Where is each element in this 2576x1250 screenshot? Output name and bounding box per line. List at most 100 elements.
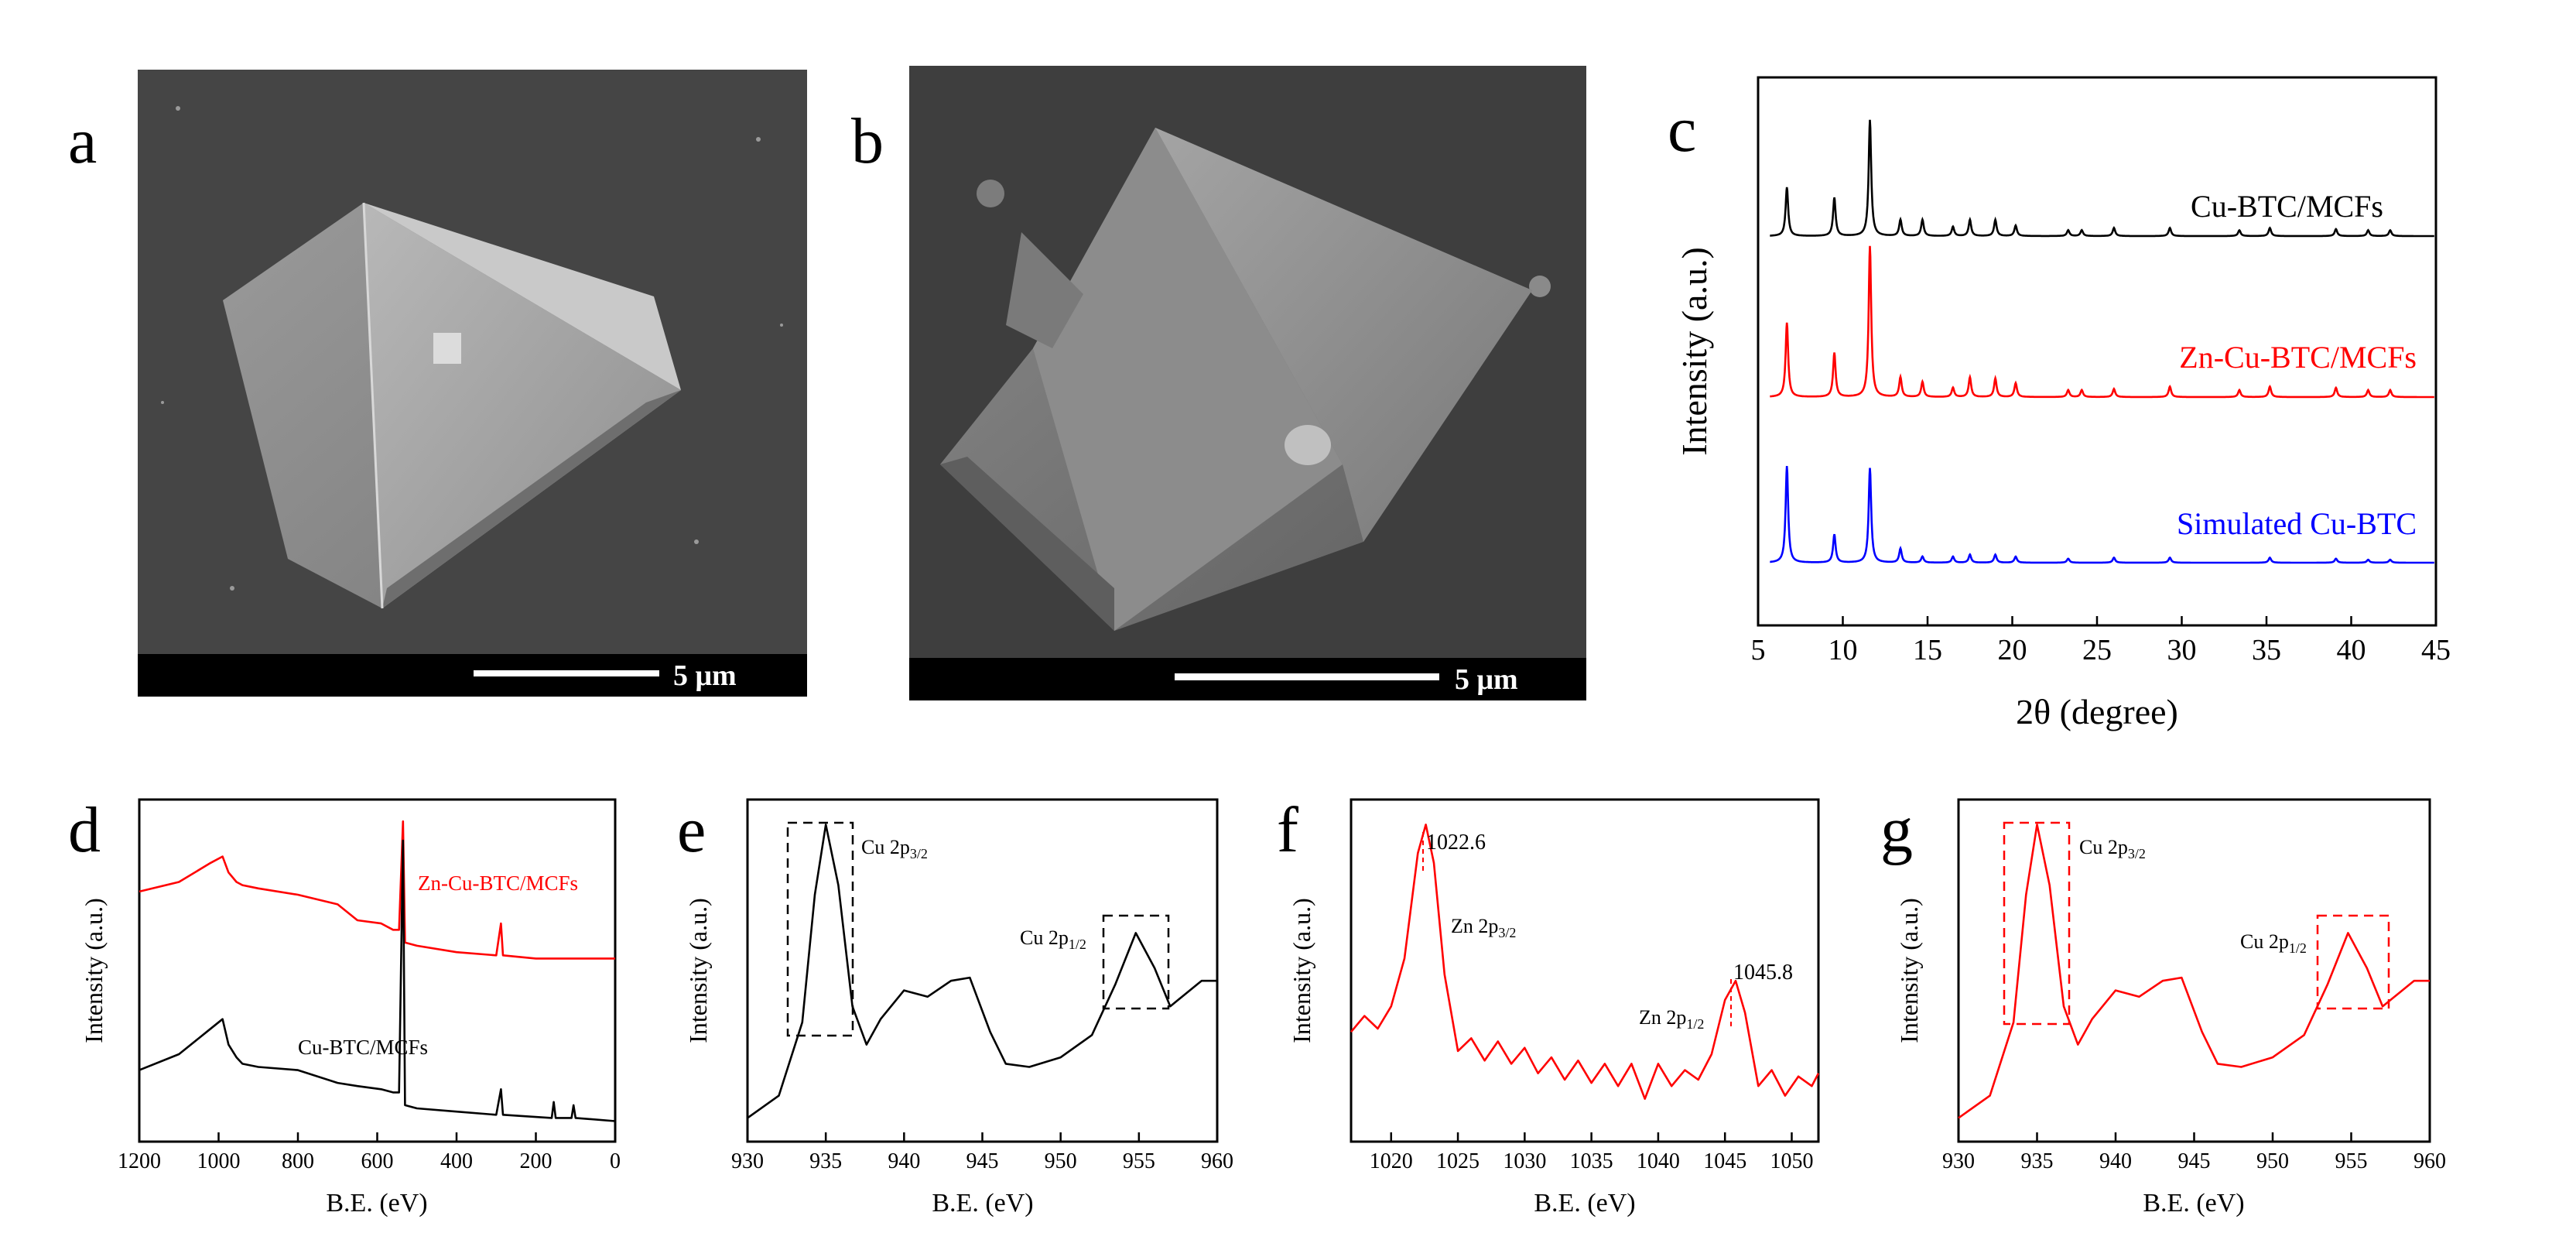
xrd-xtick-label-7: 40 — [2337, 634, 2366, 666]
panel-f-letter: f — [1277, 794, 1298, 866]
subscript: 3/2 — [1498, 925, 1516, 940]
cu2p-xticks: 930 935 940 945 950 955 960 — [731, 1132, 1233, 1173]
survey-xticks: 1200 1000 800 600 400 200 0 — [118, 1132, 621, 1173]
survey-xtick-label-1: 1000 — [197, 1149, 241, 1173]
cu2p-y-axis-title: Intensity (a.u.) — [684, 898, 712, 1043]
cu2p32-box — [786, 821, 854, 1037]
cu2p-red-xtick-label-3: 945 — [2178, 1149, 2211, 1173]
zn2p32-label: Zn 2p3/2 — [1451, 915, 1516, 940]
survey-series-0 — [139, 820, 615, 960]
zn2p-xtick-label-3: 1035 — [1570, 1149, 1613, 1173]
xrd-xtick-label-6: 35 — [2252, 634, 2281, 666]
xrd-series-label-2: Simulated Cu-BTC — [2177, 506, 2417, 541]
zn2p-xtick-label-2: 1030 — [1503, 1149, 1546, 1173]
panel-g: g 930 935 940 945 950 955 960 Cu 2p3/2 Cu 2p1/… — [1880, 794, 2446, 1217]
cu2p-series-0 — [747, 824, 1217, 1119]
cu2p12-text: Cu 2p — [1020, 926, 1069, 949]
cu2p-red-x-axis-title: B.E. (eV) — [2143, 1189, 2244, 1217]
panel-c: c 5 10 15 20 25 30 35 40 45 Cu-BTC/MCFs Zn-Cu-BT… — [1668, 76, 2451, 731]
survey-xtick-label-3: 600 — [361, 1149, 394, 1173]
cu2p-xtick-label-3: 945 — [966, 1149, 999, 1173]
survey-xtick-label-0: 1200 — [118, 1149, 161, 1173]
survey-series-layer — [139, 820, 616, 1122]
xrd-xtick-label-8: 45 — [2421, 634, 2451, 666]
survey-xtick-label-5: 200 — [520, 1149, 552, 1173]
survey-series-label-1: Cu-BTC/MCFs — [298, 1036, 428, 1059]
panel-b-letter: b — [851, 105, 884, 177]
xrd-y-axis-title: Intensity (a.u.) — [1675, 247, 1714, 456]
cu2p-xtick-label-1: 935 — [809, 1149, 842, 1173]
subscript: 3/2 — [910, 846, 928, 861]
cu2p32-label: Cu 2p3/2 — [861, 836, 928, 861]
cu2p-red-xtick-label-5: 955 — [2335, 1149, 2368, 1173]
panel-b: b 5 μm — [851, 66, 1586, 700]
xrd-series-label-1: Zn-Cu-BTC/MCFs — [2179, 340, 2417, 375]
subscript: 1/2 — [1069, 937, 1086, 952]
panel-g-letter: g — [1880, 794, 1913, 866]
zn2p-xtick-label-4: 1040 — [1637, 1149, 1680, 1173]
xrd-xtick-label-5: 30 — [2167, 634, 2197, 666]
subscript: 1/2 — [2289, 940, 2307, 956]
cu2p-red-xtick-label-0: 930 — [1942, 1149, 1975, 1173]
subscript: 1/2 — [1686, 1016, 1704, 1032]
cu2p-xtick-label-2: 940 — [888, 1149, 920, 1173]
zn-peak1-label: 1022.6 — [1426, 830, 1486, 854]
cu2p-red-y-axis-title: Intensity (a.u.) — [1895, 898, 1923, 1043]
panel-c-letter: c — [1668, 94, 1696, 166]
xrd-series-0 — [1770, 119, 2434, 238]
zn2p-xtick-label-5: 1045 — [1703, 1149, 1746, 1173]
plot-frame-f — [1350, 798, 1820, 1143]
cu2p-red-xtick-label-2: 940 — [2099, 1149, 2132, 1173]
cu2p32-red-box — [2003, 821, 2071, 1026]
zn2p-x-axis-title: B.E. (eV) — [1534, 1189, 1635, 1217]
panel-a-letter: a — [68, 105, 97, 177]
plot-frame-d — [138, 798, 617, 1143]
survey-series-label-0: Zn-Cu-BTC/MCFs — [418, 872, 578, 895]
cu2p12-red-text: Cu 2p — [2240, 930, 2289, 953]
cu2p12-label: Cu 2p1/2 — [1020, 926, 1086, 952]
subscript: 3/2 — [2128, 846, 2146, 861]
xrd-xtick-label-2: 15 — [1913, 634, 1942, 666]
xrd-xtick-label-3: 20 — [1998, 634, 2027, 666]
xrd-x-axis-title: 2θ (degree) — [2016, 692, 2178, 731]
zn-peak2-label: 1045.8 — [1733, 961, 1793, 985]
survey-xtick-label-4: 400 — [440, 1149, 473, 1173]
cu2p-red-series-0 — [1958, 824, 2430, 1119]
panel-e: e 930 935 940 945 950 955 960 Cu 2p3/2 Cu 2p1/… — [677, 794, 1233, 1217]
cu2p12-red-label: Cu 2p1/2 — [2240, 930, 2307, 956]
survey-xtick-label-6: 0 — [610, 1149, 621, 1173]
cu2p-series-layer — [747, 824, 1217, 1119]
cu2p12-box — [1102, 914, 1170, 1010]
cu2p-x-axis-title: B.E. (eV) — [932, 1189, 1033, 1217]
cu2p32-red-label: Cu 2p3/2 — [2079, 836, 2146, 861]
zn2p-y-axis-title: Intensity (a.u.) — [1288, 898, 1315, 1043]
cu2p32-text: Cu 2p — [861, 836, 910, 858]
xrd-xtick-label-1: 10 — [1829, 634, 1858, 666]
zn2p-xtick-label-6: 1050 — [1770, 1149, 1813, 1173]
cu2p-red-xtick-label-6: 960 — [2414, 1149, 2446, 1173]
cu2p-xtick-label-6: 960 — [1201, 1149, 1233, 1173]
scale-bar-label-a: 5 μm — [673, 659, 737, 692]
xrd-series-2 — [1770, 466, 2434, 564]
zn2p32-text: Zn 2p — [1451, 915, 1498, 937]
xrd-series-label-0: Cu-BTC/MCFs — [2191, 189, 2383, 224]
zn2p12-text: Zn 2p — [1639, 1006, 1686, 1029]
zn2p-xtick-label-0: 1020 — [1370, 1149, 1413, 1173]
xrd-xtick-label-4: 25 — [2082, 634, 2112, 666]
survey-y-axis-title: Intensity (a.u.) — [80, 898, 108, 1043]
panel-a: a 5 μm — [68, 70, 807, 697]
cu2p-red-xtick-label-4: 950 — [2256, 1149, 2289, 1173]
plot-frame-e — [746, 798, 1219, 1143]
cu2p-xtick-label-4: 950 — [1045, 1149, 1077, 1173]
survey-x-axis-title: B.E. (eV) — [326, 1189, 427, 1217]
plot-frame-g — [1957, 798, 2431, 1143]
survey-series-1 — [139, 839, 616, 1122]
survey-xtick-label-2: 800 — [282, 1149, 314, 1173]
zn2p-series-0 — [1350, 824, 1820, 1100]
sem-image-a — [138, 70, 807, 697]
zn2p12-label: Zn 2p1/2 — [1639, 1006, 1704, 1032]
panel-d-letter: d — [68, 794, 101, 866]
panel-f: f 1020 1025 1030 1035 1040 1045 1050 1022.6 Zn… — [1277, 794, 1820, 1217]
scale-bar-label-b: 5 μm — [1455, 663, 1518, 696]
